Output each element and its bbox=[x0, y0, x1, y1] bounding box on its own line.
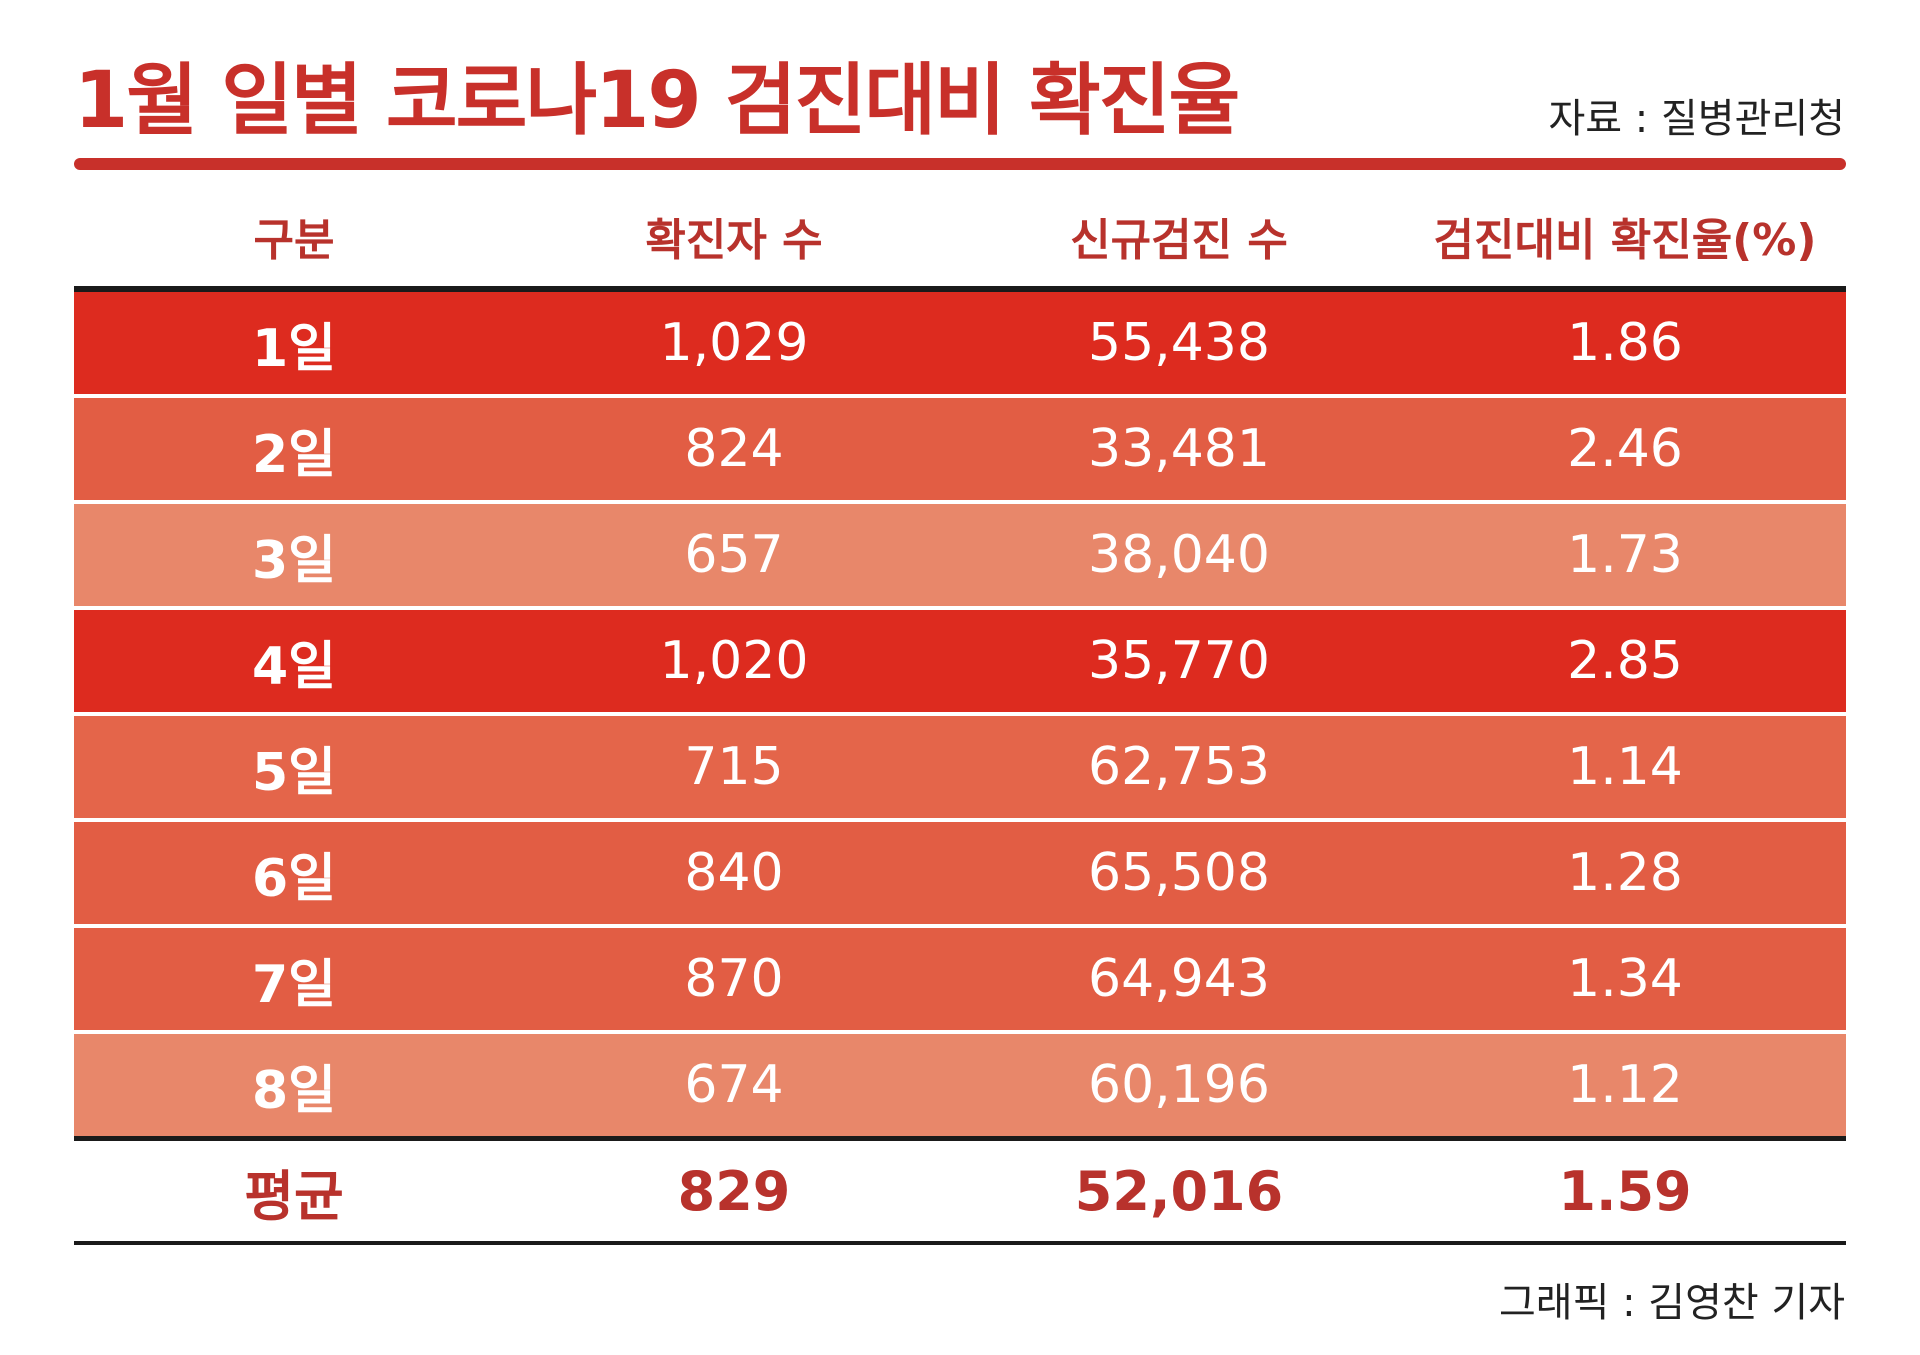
header-confirmed: 확진자 수 bbox=[645, 215, 823, 266]
table-bottom-rule bbox=[74, 1241, 1846, 1245]
table-row: 6일 840 65,508 1.28 bbox=[74, 822, 1846, 928]
row-confirmed: 840 bbox=[684, 843, 784, 903]
table-row: 5일 715 62,753 1.14 bbox=[74, 716, 1846, 822]
average-tests: 52,016 bbox=[1074, 1159, 1284, 1223]
row-day: 1일 bbox=[251, 318, 337, 379]
row-confirmed: 824 bbox=[684, 419, 784, 479]
row-day: 6일 bbox=[251, 848, 337, 909]
row-rate: 1.14 bbox=[1567, 737, 1683, 797]
row-day: 3일 bbox=[251, 530, 337, 591]
row-tests: 60,196 bbox=[1088, 1055, 1270, 1115]
average-label: 평균 bbox=[244, 1164, 344, 1228]
average-confirmed: 829 bbox=[677, 1159, 791, 1223]
table-row: 7일 870 64,943 1.34 bbox=[74, 928, 1846, 1034]
row-confirmed: 674 bbox=[684, 1055, 784, 1115]
average-rate: 1.59 bbox=[1558, 1159, 1692, 1223]
row-day: 4일 bbox=[251, 636, 337, 697]
row-tests: 35,770 bbox=[1088, 631, 1270, 691]
table-body: 1일 1,029 55,438 1.86 2일 824 33,481 2.46 … bbox=[74, 292, 1846, 1136]
row-tests: 62,753 bbox=[1088, 737, 1270, 797]
graphic-credit: 그래픽 : 김영찬 기자 bbox=[1498, 1280, 1845, 1326]
row-day: 7일 bbox=[251, 954, 337, 1015]
table-row: 2일 824 33,481 2.46 bbox=[74, 398, 1846, 504]
row-rate: 1.28 bbox=[1567, 843, 1683, 903]
row-rate: 1.12 bbox=[1567, 1055, 1683, 1115]
title-underline bbox=[74, 158, 1846, 170]
average-row: 평균 829 52,016 1.59 bbox=[74, 1141, 1846, 1241]
row-tests: 64,943 bbox=[1088, 949, 1270, 1009]
row-day: 2일 bbox=[251, 424, 337, 485]
row-rate: 1.34 bbox=[1567, 949, 1683, 1009]
table-row: 4일 1,020 35,770 2.85 bbox=[74, 610, 1846, 716]
table-row: 1일 1,029 55,438 1.86 bbox=[74, 292, 1846, 398]
row-rate: 2.85 bbox=[1567, 631, 1683, 691]
table-row: 3일 657 38,040 1.73 bbox=[74, 504, 1846, 610]
body-divider bbox=[74, 1136, 1846, 1141]
row-tests: 33,481 bbox=[1088, 419, 1270, 479]
data-table: 구분 확진자 수 신규검진 수 검진대비 확진율(%) 1일 1,029 55,… bbox=[74, 186, 1846, 1245]
row-confirmed: 1,020 bbox=[659, 631, 809, 691]
row-tests: 38,040 bbox=[1088, 525, 1270, 585]
source-note: 자료 : 질병관리청 bbox=[1548, 96, 1845, 142]
row-rate: 1.73 bbox=[1567, 525, 1683, 585]
row-rate: 2.46 bbox=[1567, 419, 1683, 479]
header-divider bbox=[74, 286, 1846, 292]
row-confirmed: 1,029 bbox=[659, 313, 809, 373]
row-confirmed: 715 bbox=[684, 737, 784, 797]
row-day: 8일 bbox=[251, 1060, 337, 1121]
header-category: 구분 bbox=[253, 215, 335, 266]
header-rate: 검진대비 확진율(%) bbox=[1433, 215, 1817, 266]
row-day: 5일 bbox=[251, 742, 337, 803]
table-row: 8일 674 60,196 1.12 bbox=[74, 1034, 1846, 1136]
table-header-row: 구분 확진자 수 신규검진 수 검진대비 확진율(%) bbox=[74, 186, 1846, 286]
header-tests: 신규검진 수 bbox=[1070, 215, 1288, 266]
row-confirmed: 870 bbox=[684, 949, 784, 1009]
row-rate: 1.86 bbox=[1567, 313, 1683, 373]
row-confirmed: 657 bbox=[684, 525, 784, 585]
row-tests: 65,508 bbox=[1088, 843, 1270, 903]
page-title: 1월 일별 코로나19 검진대비 확진율 bbox=[74, 56, 1240, 146]
row-tests: 55,438 bbox=[1088, 313, 1270, 373]
